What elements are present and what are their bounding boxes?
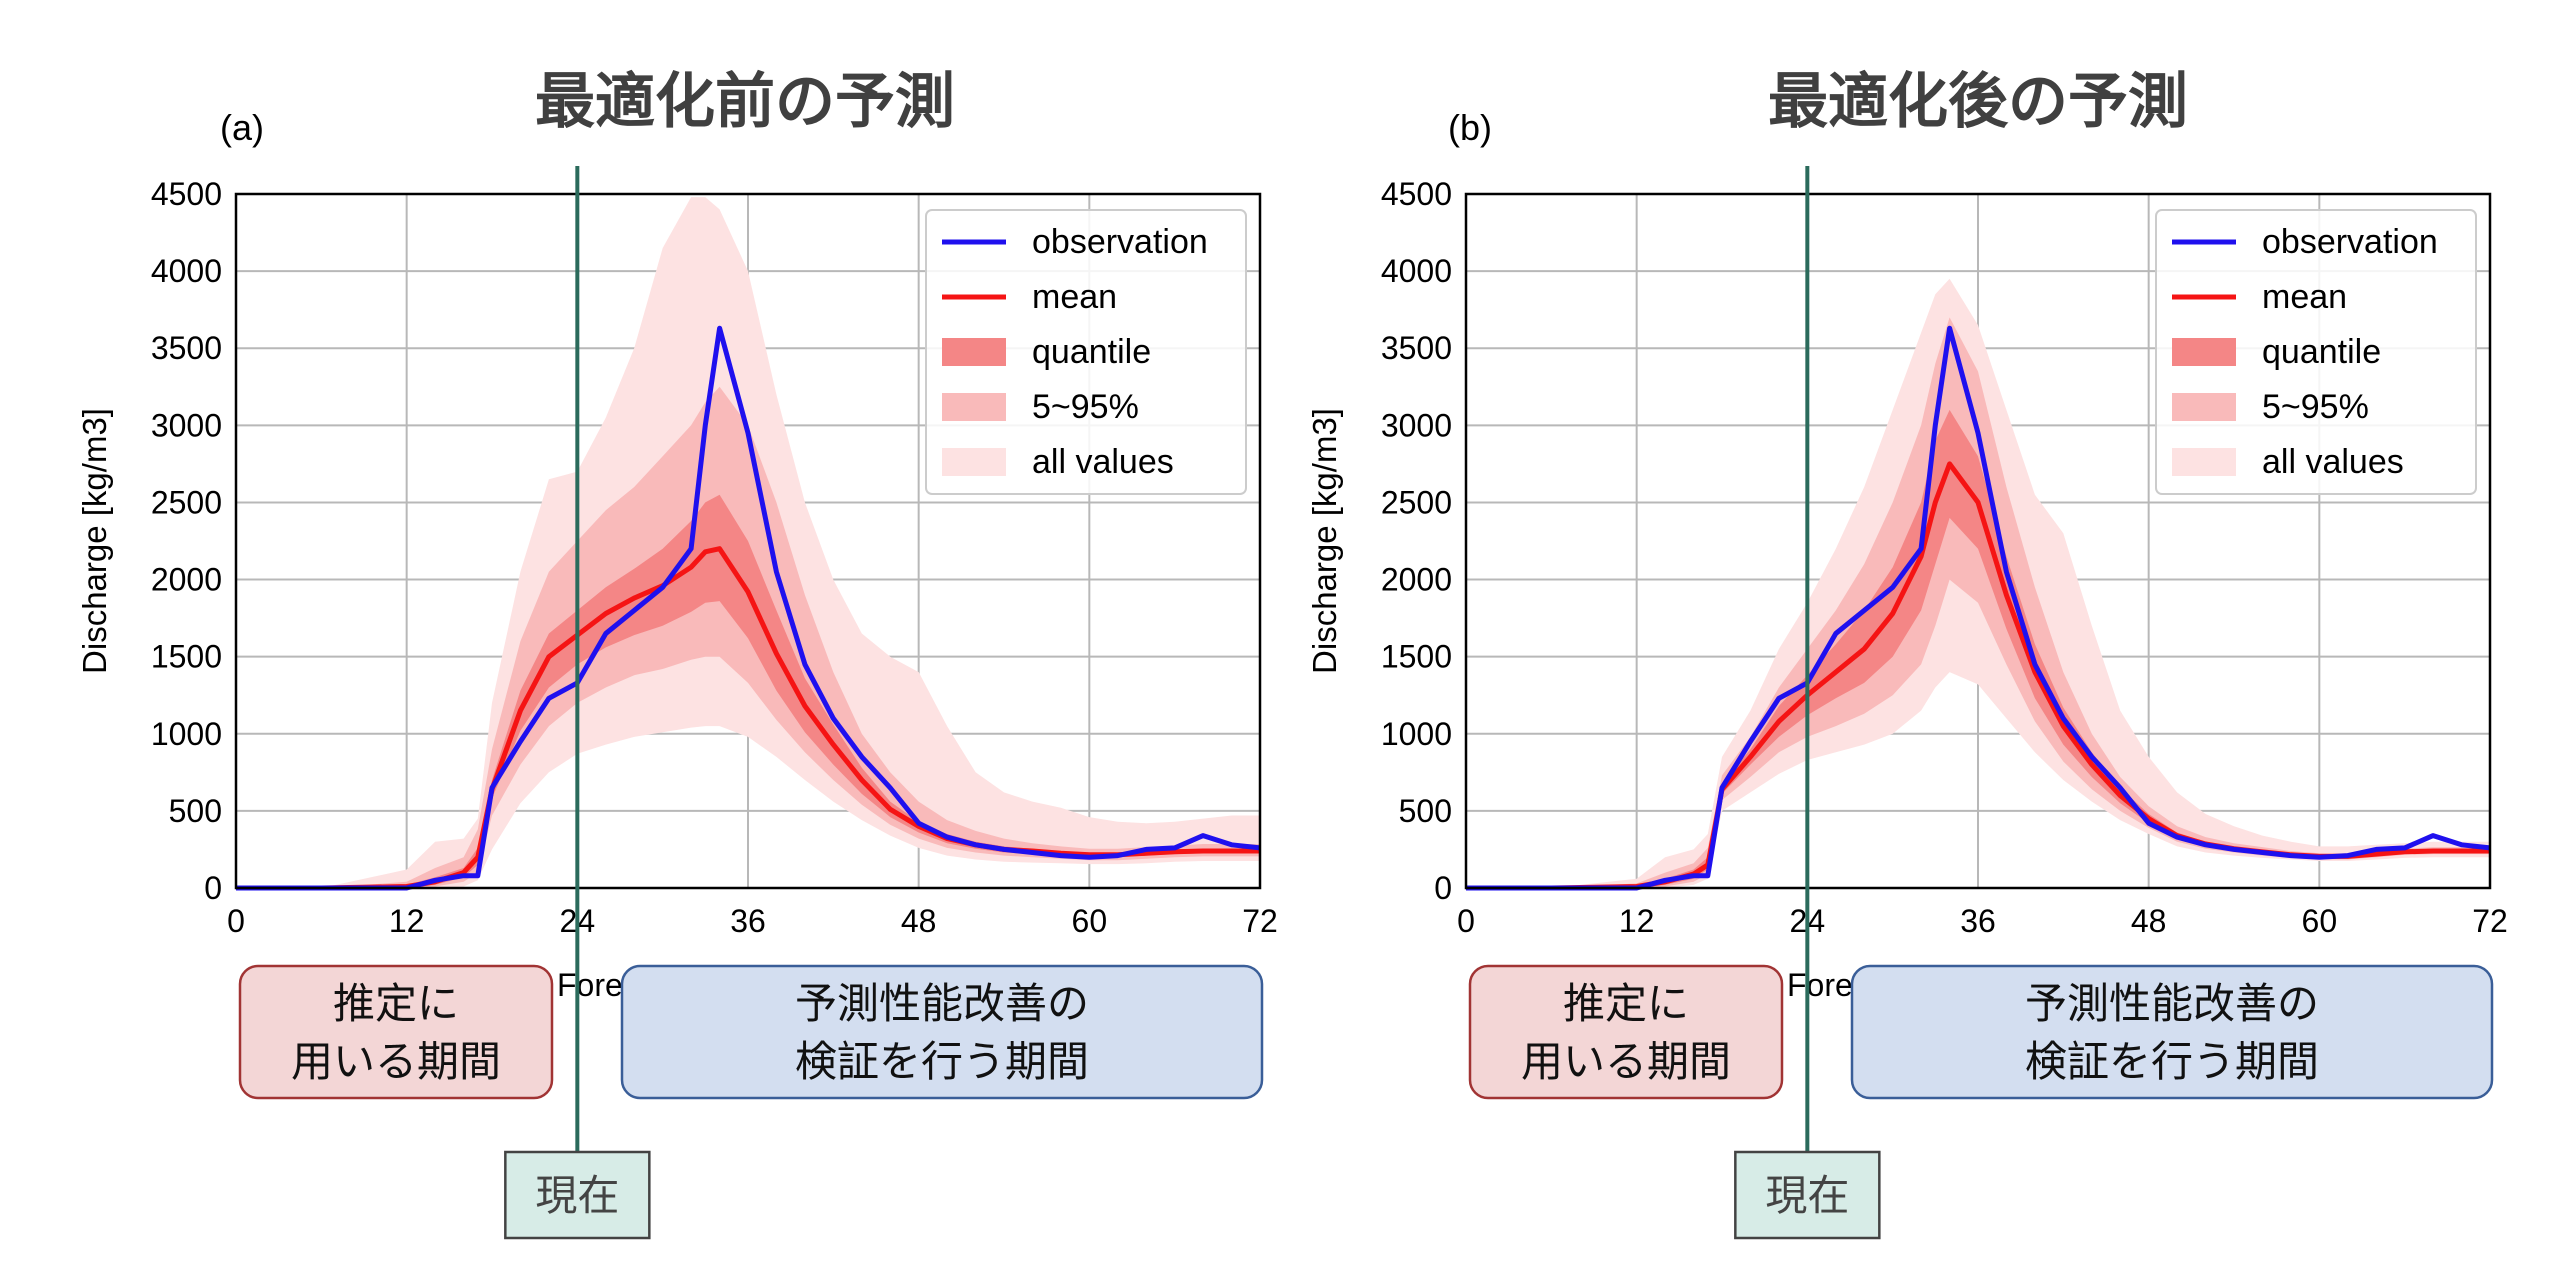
x-tick-label: 48 bbox=[901, 903, 937, 939]
legend-label: quantile bbox=[1032, 333, 1151, 371]
y-tick-label: 3500 bbox=[1381, 330, 1452, 366]
legend-label: quantile bbox=[2262, 333, 2381, 371]
legend-label: 5~95% bbox=[1032, 388, 1139, 426]
verification-period-box-text: 予測性能改善の bbox=[2025, 979, 2319, 1028]
y-tick-label: 2000 bbox=[151, 562, 222, 598]
y-tick-label: 500 bbox=[1399, 793, 1452, 829]
series-observation-line bbox=[236, 325, 1261, 891]
series-observation-line bbox=[1466, 325, 2491, 891]
x-axis-label-partial: Fore bbox=[1787, 967, 1853, 1003]
legend-swatch-band bbox=[942, 393, 1006, 421]
y-tick-label: 2000 bbox=[1381, 562, 1452, 598]
x-tick-label: 0 bbox=[1457, 903, 1475, 939]
estimation-period-box bbox=[1468, 964, 1784, 1100]
y-axis-label: Discharge [kg/m3] bbox=[1306, 408, 1343, 674]
x-tick-label: 60 bbox=[1072, 903, 1108, 939]
y-tick-label: 4500 bbox=[1381, 176, 1452, 212]
verification-period-box-text: 検証を行う期間 bbox=[795, 1037, 1089, 1086]
y-tick-label: 3000 bbox=[1381, 407, 1452, 443]
plot-area-b: 0 12 24 36 48 60 72050010001500200025003000350… bbox=[1306, 166, 2508, 1240]
verification-period-box bbox=[1850, 964, 2494, 1100]
y-tick-label: 1500 bbox=[1381, 639, 1452, 675]
estimation-period-box bbox=[238, 964, 554, 1100]
y-tick-label: 2500 bbox=[151, 484, 222, 520]
x-tick-label: 72 bbox=[2472, 903, 2508, 939]
y-axis-label: Discharge [kg/m3] bbox=[76, 408, 113, 674]
legend-label: all values bbox=[1032, 443, 1174, 481]
estimation-period-box-text: 推定に bbox=[333, 979, 459, 1028]
y-tick-label: 0 bbox=[1434, 870, 1452, 906]
axes-frame bbox=[1464, 192, 2492, 890]
now-label-box bbox=[1734, 1150, 1881, 1240]
panel-label-b: (b) bbox=[1448, 107, 1492, 148]
verification-period-box-text: 予測性能改善の bbox=[795, 979, 1089, 1028]
y-tick-label: 4500 bbox=[151, 176, 222, 212]
y-tick-label: 1500 bbox=[151, 639, 222, 675]
x-tick-label: 48 bbox=[2131, 903, 2167, 939]
legend-label: mean bbox=[2262, 278, 2347, 316]
panel-a: (a) 最適化前の予測 0 12 24 36 48 60 72050010001500200… bbox=[76, 67, 1278, 1240]
legend-box bbox=[925, 209, 1247, 495]
x-tick-label: 60 bbox=[2302, 903, 2338, 939]
y-tick-label: 4000 bbox=[151, 253, 222, 289]
x-axis-label-partial: Fore bbox=[557, 967, 623, 1003]
band-5-95 bbox=[1466, 317, 2490, 888]
now-label-text: 現在 bbox=[1765, 1171, 1849, 1220]
y-tick-label: 3000 bbox=[151, 407, 222, 443]
y-tick-label: 2500 bbox=[1381, 484, 1452, 520]
axes-frame bbox=[234, 192, 1262, 890]
legend-swatch-band bbox=[2172, 338, 2236, 366]
legend-label: mean bbox=[1032, 278, 1117, 316]
y-tick-label: 3500 bbox=[151, 330, 222, 366]
legend-label: observation bbox=[2262, 223, 2438, 261]
now-label-text: 現在 bbox=[535, 1171, 619, 1220]
legend-swatch-band bbox=[2172, 393, 2236, 421]
x-tick-label: 0 bbox=[227, 903, 245, 939]
panel-label-a: (a) bbox=[220, 107, 264, 148]
plot-area-a: 0 12 24 36 48 60 72050010001500200025003000350… bbox=[76, 166, 1278, 1240]
x-tick-label: 36 bbox=[730, 903, 766, 939]
now-label-box bbox=[504, 1150, 651, 1240]
panel-b: (b) 最適化後の予測 0 12 24 36 48 60 72050010001500200… bbox=[1306, 67, 2508, 1240]
estimation-period-box-text: 用いる期間 bbox=[1521, 1037, 1731, 1086]
legend-label: observation bbox=[1032, 223, 1208, 261]
estimation-period-box-text: 推定に bbox=[1563, 979, 1689, 1028]
panel-title-b: 最適化後の予測 bbox=[1768, 67, 2188, 137]
y-tick-label: 1000 bbox=[1381, 716, 1452, 752]
y-tick-label: 4000 bbox=[1381, 253, 1452, 289]
verification-period-box bbox=[620, 964, 1264, 1100]
y-tick-label: 500 bbox=[169, 793, 222, 829]
panel-title-a: 最適化前の予測 bbox=[535, 67, 955, 137]
legend-label: all values bbox=[2262, 443, 2404, 481]
legend-label: 5~95% bbox=[2262, 388, 2369, 426]
x-tick-label: 12 bbox=[1619, 903, 1655, 939]
legend-swatch-band bbox=[942, 338, 1006, 366]
estimation-period-box-text: 用いる期間 bbox=[291, 1037, 501, 1086]
y-tick-label: 0 bbox=[204, 870, 222, 906]
verification-period-box-text: 検証を行う期間 bbox=[2025, 1037, 2319, 1086]
x-tick-label: 72 bbox=[1242, 903, 1278, 939]
x-tick-label: 12 bbox=[389, 903, 425, 939]
y-tick-label: 1000 bbox=[151, 716, 222, 752]
legend-swatch-band bbox=[942, 448, 1006, 476]
x-tick-label: 36 bbox=[1960, 903, 1996, 939]
legend-box bbox=[2155, 209, 2477, 495]
legend-swatch-band bbox=[2172, 448, 2236, 476]
